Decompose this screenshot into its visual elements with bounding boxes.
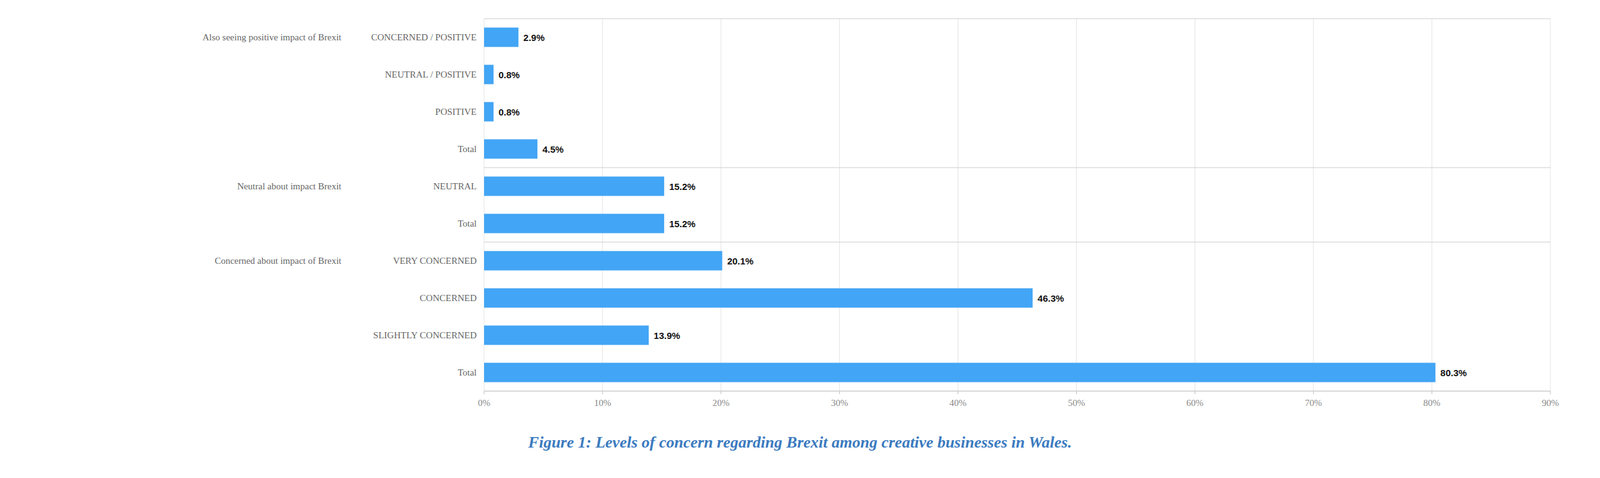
category-label: NEUTRAL [433, 181, 477, 192]
tick [1431, 391, 1433, 395]
tick-label: 70% [1304, 397, 1322, 408]
data-label: 15.2% [669, 218, 696, 230]
data-label: 20.1% [727, 255, 755, 267]
data-label: 46.3% [1037, 292, 1065, 304]
group-label: Concerned about impact of Brexit [214, 255, 342, 266]
tick-label: 0% [477, 397, 491, 408]
bar [484, 27, 519, 47]
x-axis: 0% 10% 20% 30% 40% 50% 60% 70% 80% 90% [477, 391, 1560, 408]
tick-label: 20% [712, 397, 730, 408]
tick-label: 10% [593, 397, 612, 408]
tick [484, 391, 485, 395]
tick-label: 40% [949, 397, 967, 408]
labels: 2.9% CONCERNED / POSITIVE 0.8% NEUTRAL / PO… [202, 32, 1467, 378]
category-label: SLIGHTLY CONCERNED [373, 330, 477, 341]
data-label: 0.8% [498, 106, 520, 118]
tick [1076, 391, 1077, 395]
axis-line [484, 391, 1551, 392]
bar [484, 250, 723, 270]
grid-line [1076, 18, 1077, 392]
background [0, 0, 1600, 478]
tick [1194, 391, 1196, 395]
divider [484, 391, 1551, 392]
tick-label: 50% [1068, 397, 1086, 408]
bar [484, 362, 1436, 382]
grid [484, 18, 1551, 392]
grid-line [720, 18, 722, 392]
tick [602, 391, 603, 395]
tick [839, 391, 840, 395]
bar [484, 176, 665, 196]
data-label: 2.9% [523, 32, 545, 43]
bar [484, 213, 665, 233]
category-label: CONCERNED [419, 292, 477, 303]
tick-label: 30% [831, 397, 849, 408]
chart: 0% 10% 20% 30% 40% 50% 60% 70% 80% 90% 2.9% CONCERN… [0, 0, 1600, 478]
bar [484, 325, 649, 345]
tick-label: 80% [1423, 397, 1441, 408]
tick [1313, 391, 1314, 395]
data-label: 13.9% [653, 330, 681, 341]
group-label: Also seeing positive impact of Brexit [202, 32, 342, 43]
bar [484, 101, 494, 122]
category-label: CONCERNED / POSITIVE [371, 32, 477, 43]
bar [484, 64, 494, 84]
grid-line [1431, 18, 1433, 392]
data-label: 15.2% [669, 181, 696, 192]
bar [484, 287, 1033, 308]
grid-line [839, 18, 840, 392]
tick-label: 60% [1186, 397, 1205, 408]
bars [484, 27, 1436, 382]
bar [484, 139, 538, 159]
category-label: Total [457, 218, 477, 229]
category-label: Total [457, 367, 477, 378]
dividers [484, 18, 1551, 392]
grid-line [1313, 18, 1314, 392]
data-label: 4.5% [542, 143, 564, 155]
category-label: POSITIVE [435, 106, 477, 117]
category-label: VERY CONCERNED [392, 255, 477, 266]
category-label: NEUTRAL / POSITIVE [384, 69, 477, 80]
grid-line [1550, 18, 1551, 392]
data-label: 0.8% [498, 69, 520, 81]
category-label: Total [457, 143, 477, 154]
divider [484, 167, 1551, 169]
tick [957, 391, 959, 395]
grid-line [957, 18, 959, 392]
title: Figure 1: Levels of concern regarding Br… [527, 433, 1072, 452]
divider [484, 18, 1551, 20]
data-label: 80.3% [1440, 367, 1468, 378]
tick [720, 391, 722, 395]
grid-line [1194, 18, 1196, 392]
tick-label: 90% [1541, 397, 1560, 408]
divider [484, 242, 1551, 243]
tick [1550, 391, 1551, 395]
group-label: Neutral about impact Brexit [237, 181, 342, 192]
